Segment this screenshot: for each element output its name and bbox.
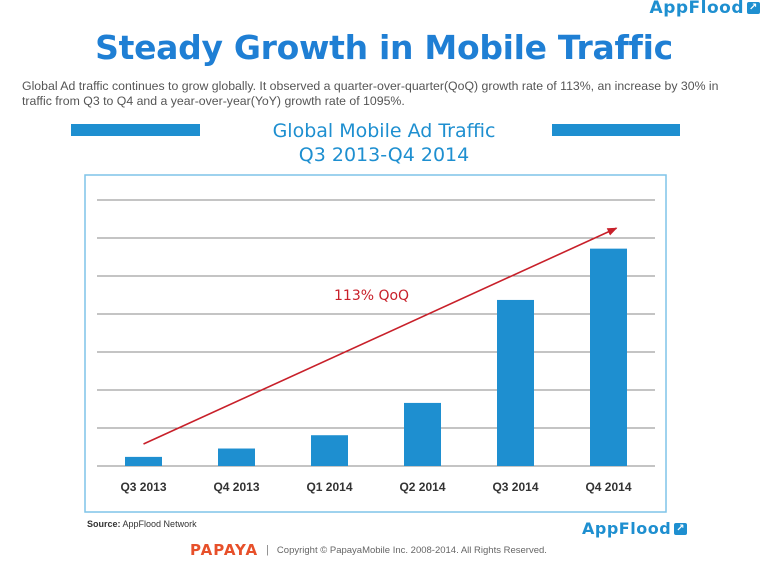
decorative-bar-left [71,124,200,136]
x-tick-label: Q3 2014 [492,480,538,494]
x-tick-label: Q4 2013 [213,480,259,494]
papaya-logo: PAPAYA [190,541,259,559]
bar-q4-2014 [590,248,627,466]
trend-annotation: 113% QoQ [143,227,618,445]
source-note: Source: AppFlood Network [87,519,197,529]
chart-subtitle: Q3 2013-Q4 2014 [298,144,470,166]
bar-q3-2014 [497,299,534,466]
source-label: Source: [87,519,121,529]
x-tick-label: Q4 2014 [585,480,631,494]
page-subtitle: Global Ad traffic continues to grow glob… [22,79,719,108]
trend-arrow [143,227,618,445]
appflood-logo-text: AppFlood [649,0,744,18]
copyright-text: Copyright © PapayaMobile Inc. 2008-2014.… [276,544,547,556]
appflood-logo-bottom: AppFlood ↗ [582,519,688,538]
x-tick-label: Q1 2014 [306,480,352,494]
bar-q1-2014 [311,435,348,466]
bar-q2-2014 [404,402,441,466]
footer: PAPAYA | Copyright © PapayaMobile Inc. 2… [190,541,547,559]
bar-q4-2013 [218,448,255,466]
trend-label: 113% QoQ [334,288,409,304]
appflood-logo-top: AppFlood ↗ [650,0,760,18]
source-value: AppFlood Network [122,519,197,529]
bar-q3-2013 [125,456,162,466]
chart-title: Global Mobile Ad Traffic [272,120,496,142]
appflood-logo-icon: ↗ [747,2,760,14]
appflood-logo-icon: ↗ [674,522,688,535]
decorative-bar-right [552,124,680,136]
page-title: Steady Growth in Mobile Traffic [95,28,673,67]
chart-bars [125,248,627,466]
footer-separator: | [266,544,269,556]
x-tick-label: Q3 2013 [120,480,166,494]
x-axis-labels: Q3 2013 Q4 2013 Q1 2014 Q2 2014 Q3 2014 Q4 20… [120,480,631,494]
chart-frame [84,174,667,513]
x-tick-label: Q2 2014 [399,480,445,494]
chart-grid [97,199,655,467]
appflood-logo-text: AppFlood [582,519,672,538]
